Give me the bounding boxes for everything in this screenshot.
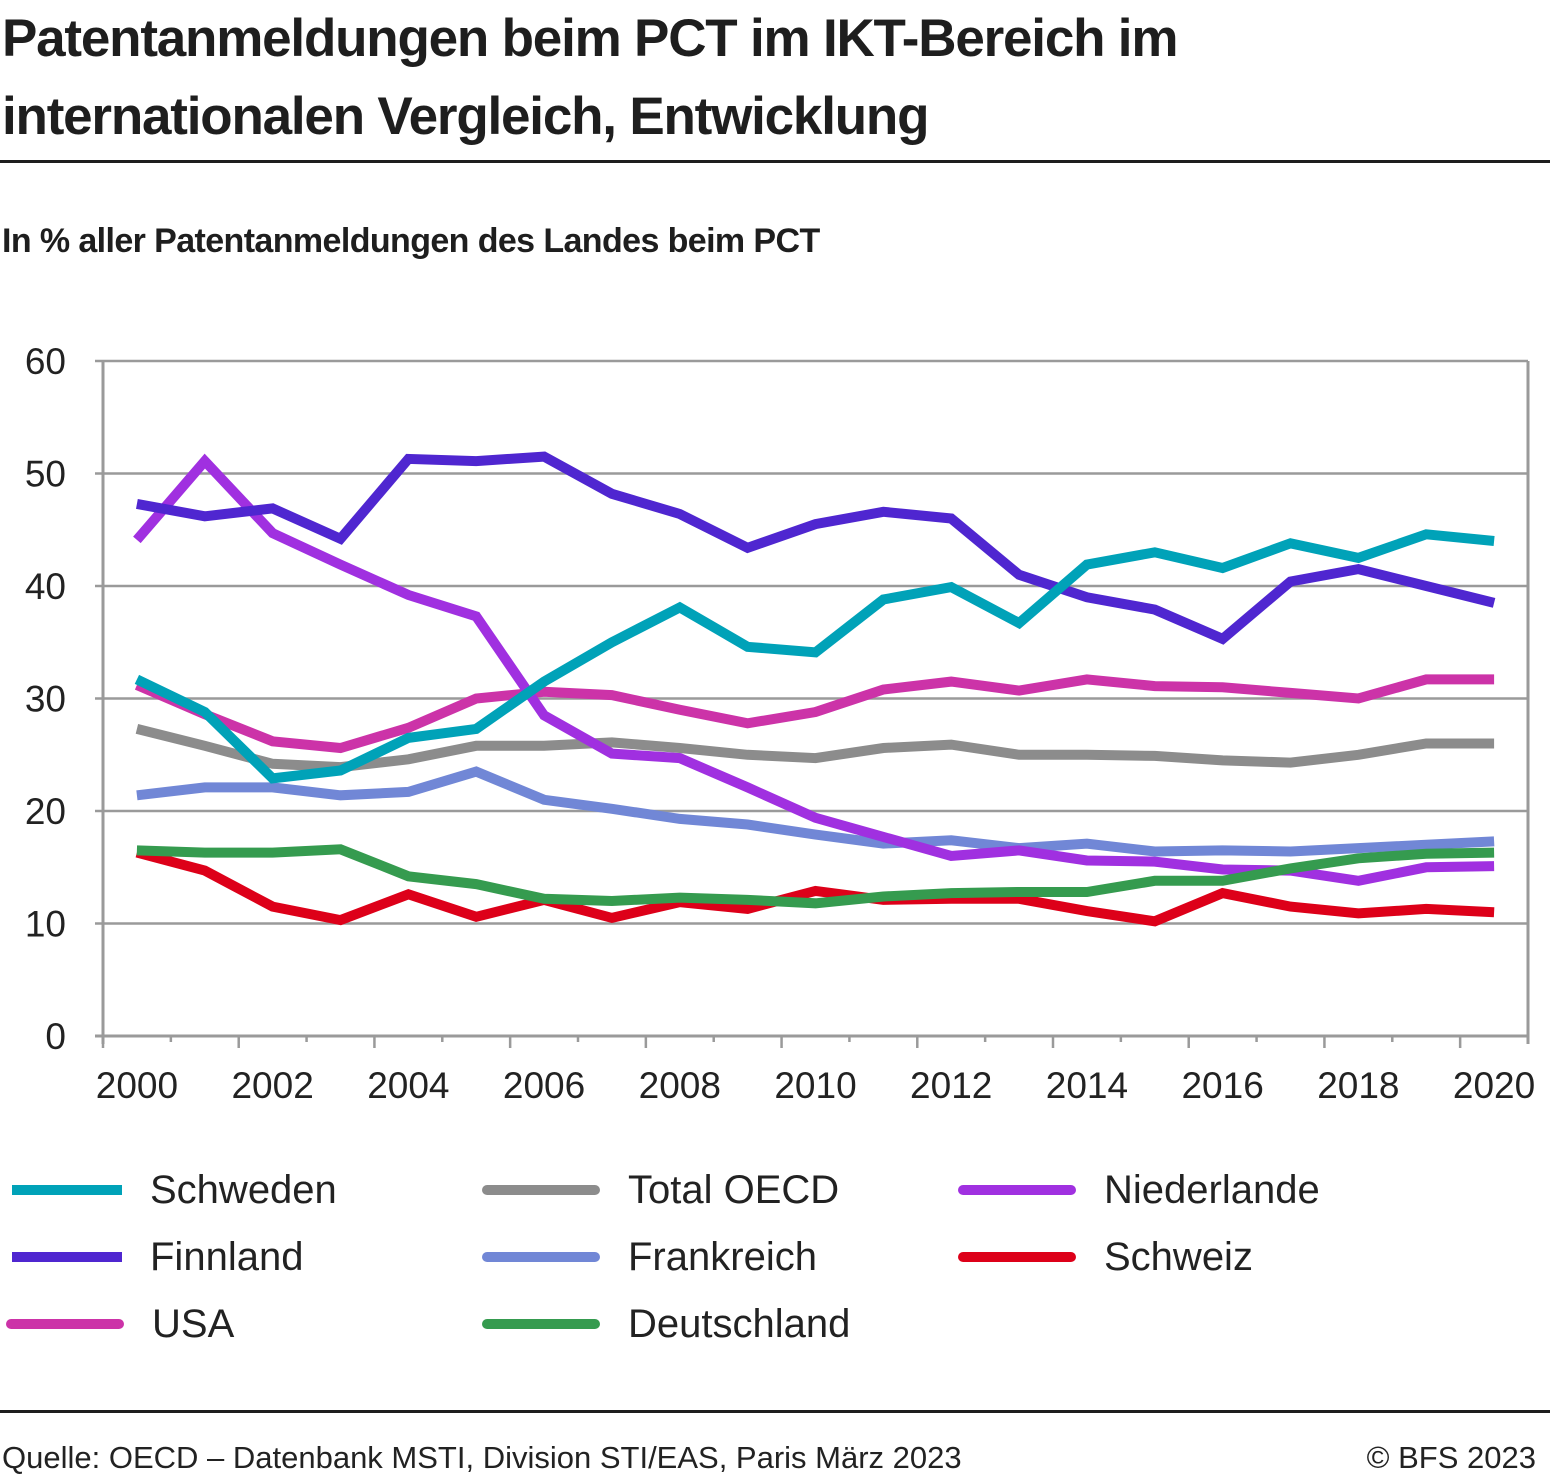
legend-swatch-total-oecd [482,1185,600,1195]
legend-label: Schweden [150,1167,337,1212]
x-tick-label: 2016 [1181,1065,1263,1106]
legend-label: Total OECD [628,1167,840,1212]
legend-item-finnland[interactable]: Finnland [12,1227,303,1287]
x-tick-label: 2020 [1453,1065,1535,1106]
series-line-schweden [134,529,1495,784]
legend: Schweden Finnland USA Total OECD Frankre… [0,1160,1552,1360]
copyright-note: © BFS 2023 [1366,1440,1536,1475]
legend-item-schweden[interactable]: Schweden [12,1160,337,1220]
legend-label: Frankreich [628,1234,817,1279]
legend-swatch-deutschland [482,1319,600,1329]
x-tick-label: 2000 [96,1065,178,1106]
series-line-frankreich [136,766,1495,857]
x-tick-label: 2006 [503,1065,585,1106]
legend-label: Finnland [150,1234,304,1279]
legend-item-niederlande[interactable]: Niederlande [958,1160,1320,1220]
y-tick-label: 50 [25,454,66,495]
x-tick-label: 2010 [774,1065,856,1106]
legend-item-deutschland[interactable]: Deutschland [482,1294,850,1354]
legend-item-schweiz[interactable]: Schweiz [958,1227,1253,1287]
series-line-usa [134,674,1495,754]
chart-subtitle: In % aller Patentanmeldungen des Landes … [2,222,820,260]
series-line-schweiz [135,847,1495,927]
legend-swatch-usa [6,1319,124,1329]
legend-label: Schweiz [1104,1234,1253,1279]
legend-label: Deutschland [628,1301,851,1346]
x-tick-label: 2018 [1317,1065,1399,1106]
x-tick-label: 2014 [1046,1065,1128,1106]
legend-swatch-frankreich [482,1252,600,1262]
source-note: Quelle: OECD – Datenbank MSTI, Division … [2,1440,962,1475]
y-tick-label: 0 [45,1016,66,1057]
x-axis-tick-labels: 2000 2002 2004 2006 2008 2010 2012 2014 … [96,1065,1535,1106]
legend-label: USA [152,1301,235,1346]
axes [95,361,1530,1048]
legend-item-frankreich[interactable]: Frankreich [482,1227,817,1287]
legend-swatch-niederlande [958,1185,1076,1195]
x-tick-label: 2012 [910,1065,992,1106]
legend-item-total-oecd[interactable]: Total OECD [482,1160,839,1220]
x-tick-label: 2004 [367,1065,449,1106]
legend-label: Niederlande [1104,1167,1320,1212]
y-tick-label: 40 [25,566,66,607]
series-lines [133,451,1496,927]
legend-swatch-finnland [12,1252,122,1262]
y-tick-label: 60 [25,341,66,382]
y-tick-label: 10 [25,904,66,945]
y-tick-label: 30 [25,679,66,720]
x-tick-label: 2008 [639,1065,721,1106]
series-line-finnland [136,451,1496,645]
legend-item-usa[interactable]: USA [6,1294,234,1354]
legend-swatch-schweiz [958,1252,1076,1262]
y-axis-tick-labels: 0 10 20 30 40 50 60 [25,341,66,1057]
footer-divider [0,1410,1550,1413]
title-divider [0,160,1550,163]
chart-title: Patentanmeldungen beim PCT im IKT-Bereic… [2,9,1178,146]
x-tick-label: 2002 [231,1065,313,1106]
series-line-deutschland [136,844,1495,909]
y-tick-label: 20 [25,791,66,832]
legend-swatch-schweden [12,1185,122,1195]
gridlines [95,359,1528,925]
